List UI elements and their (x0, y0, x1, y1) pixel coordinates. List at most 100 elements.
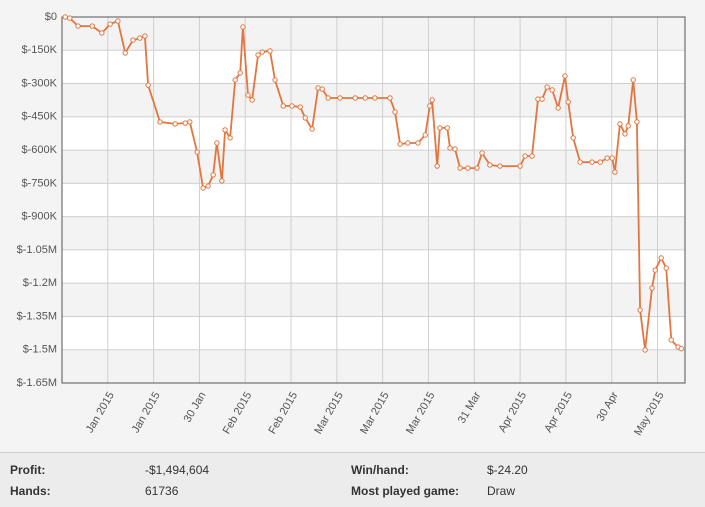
point (415, 140, 421, 146)
point (130, 37, 136, 43)
stat-value: $-24.20 (487, 463, 528, 477)
point (142, 33, 148, 39)
x-tick-label: Jan 2015 (84, 390, 117, 435)
point (539, 96, 545, 102)
point (457, 165, 463, 171)
point (75, 23, 81, 29)
point (565, 99, 571, 105)
point (397, 141, 403, 147)
point (222, 127, 228, 133)
point (297, 104, 303, 110)
y-tick-label: $-450K (22, 111, 58, 123)
x-tick-label: May 2015 (632, 390, 667, 438)
point (362, 95, 368, 101)
point (562, 73, 568, 79)
stat-label: Profit: (10, 463, 46, 477)
y-tick-label: $-1.05M (17, 244, 57, 256)
point (122, 50, 128, 56)
stat-value: Draw (487, 484, 516, 498)
point (529, 153, 535, 159)
y-tick-label: $-600K (22, 144, 58, 156)
point (219, 178, 225, 184)
point (237, 70, 243, 76)
band (62, 150, 685, 184)
point (589, 159, 595, 165)
point (479, 150, 485, 156)
point (372, 95, 378, 101)
band (62, 17, 685, 51)
point (649, 285, 655, 291)
point (137, 35, 143, 41)
point (465, 165, 471, 171)
point (245, 92, 251, 98)
point (99, 30, 105, 36)
point (337, 95, 343, 101)
point (194, 149, 200, 155)
point (187, 119, 193, 125)
x-tick-label: Apr 2015 (542, 390, 575, 435)
point (663, 265, 669, 271)
point (522, 153, 528, 159)
stat-value: 61736 (145, 484, 179, 498)
point (319, 86, 325, 92)
point (658, 255, 664, 261)
point (622, 131, 628, 137)
x-tick-label: Mar 2015 (312, 390, 346, 436)
point (67, 15, 73, 21)
point (555, 105, 561, 111)
x-tick-label: Mar 2015 (404, 390, 438, 436)
point (474, 165, 480, 171)
y-tick-label: $-1.5M (23, 344, 57, 356)
stat-label: Hands: (10, 484, 51, 498)
point (259, 49, 265, 55)
point (452, 146, 458, 152)
stats-panel: Profit: -$1,494,604 Win/hand: $-24.20 Ha… (0, 452, 705, 507)
y-tick-label: $-1.65M (17, 377, 57, 389)
x-tick-label: Feb 2015 (267, 390, 301, 436)
y-tick-label: $-750K (22, 177, 58, 189)
band (62, 349, 685, 383)
point (62, 14, 68, 20)
point (107, 21, 113, 27)
point (577, 159, 583, 165)
x-tick-label: Mar 2015 (358, 390, 392, 436)
point (437, 125, 443, 131)
point (240, 24, 246, 30)
point (280, 103, 286, 109)
point (205, 183, 211, 189)
point (267, 48, 273, 54)
point (255, 52, 261, 58)
point (678, 345, 685, 352)
band (62, 283, 685, 317)
band (62, 216, 685, 250)
point (637, 307, 643, 313)
y-tick-label: $-300K (22, 77, 58, 89)
point (115, 18, 121, 24)
point (182, 120, 188, 126)
point (157, 119, 163, 125)
x-tick-label: 30 Apr (595, 390, 621, 424)
point (625, 123, 631, 129)
point (309, 126, 315, 132)
point (652, 267, 658, 273)
point (392, 109, 398, 115)
point (200, 185, 206, 191)
point (210, 172, 216, 178)
point (517, 163, 523, 169)
point (227, 135, 233, 141)
point (668, 337, 674, 343)
chart: $0 $-150K $-300K $-450K $-600K $-750K $-900K $-… (16, 10, 686, 438)
point (145, 82, 151, 88)
x-tick-label: Jan 2015 (130, 390, 163, 435)
stat-value: -$1,494,604 (145, 463, 210, 477)
x-tick-label: Apr 2015 (496, 390, 529, 435)
point (214, 140, 220, 146)
point (352, 95, 358, 101)
y-tick-label: $-1.35M (17, 310, 57, 322)
x-tick-label: 31 Mar (456, 390, 484, 426)
point (422, 132, 428, 138)
point (289, 103, 295, 109)
point (497, 163, 503, 169)
point (447, 145, 453, 151)
